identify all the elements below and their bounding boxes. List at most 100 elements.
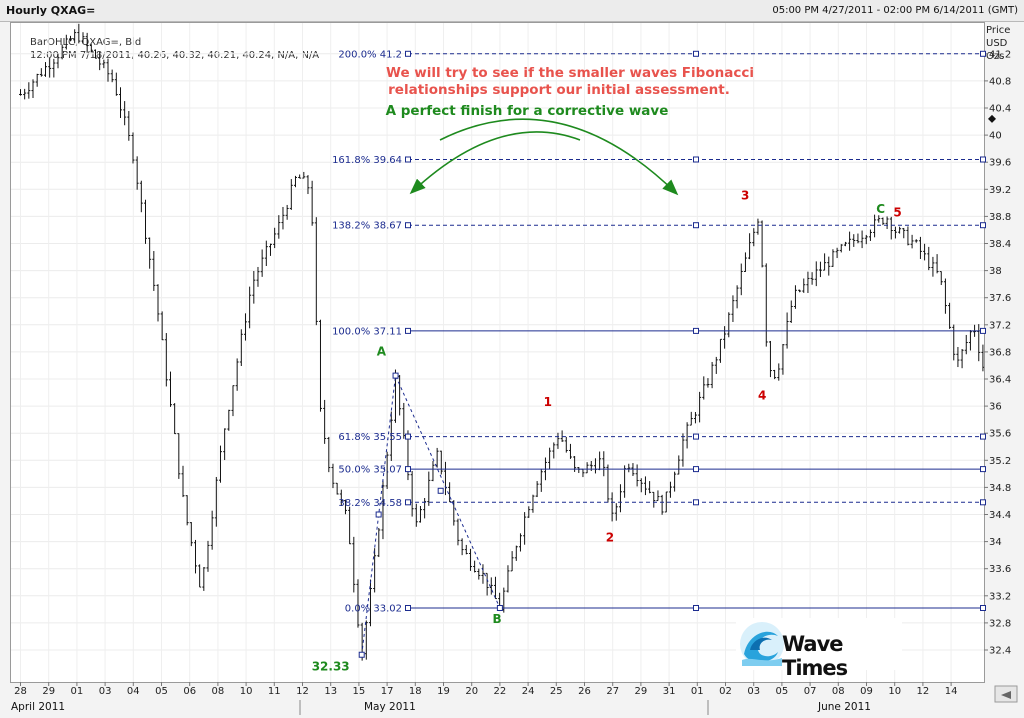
wave-label: 1	[544, 395, 552, 409]
x-axis-tick-label: 05	[155, 686, 168, 697]
x-axis-tick-label: 10	[888, 686, 901, 697]
fib-anchor-lines	[361, 373, 501, 655]
y-axis-tick-label: 38.4	[989, 239, 1011, 250]
x-axis-month-label: May 2011	[364, 701, 416, 713]
fibonacci-levels: 200.0% 41.2 161.8% 39.64 138.2% 38.67 100.0…	[332, 49, 986, 658]
bar-info-series: BarOHLC, QXAG=, Bid	[30, 37, 142, 48]
y-axis-tick-label: 34.4	[989, 510, 1011, 521]
x-axis-tick-label: 25	[550, 686, 563, 697]
wave-labels: A B 32.33 C 1 2 3 4 5	[312, 188, 902, 673]
chart-title-bar: Hourly QXAG= 05:00 PM 4/27/2011 - 02:00 …	[0, 0, 1024, 22]
fib-level-handle	[405, 156, 411, 163]
x-axis-tick-label: 28	[14, 686, 27, 697]
x-axis: 28 29 01 03 04 05 06 08 10 11 12 13 15 17 18 19 20 22 24 25…	[11, 682, 957, 715]
arrow-to-wave-3	[409, 131, 581, 195]
fib-level-handle	[980, 222, 986, 229]
wave-label: 3	[741, 188, 749, 202]
x-axis-tick-label: 11	[268, 686, 281, 697]
fib-anchor-handle	[437, 487, 444, 494]
x-axis-tick-label: 05	[776, 686, 789, 697]
fib-level-handle	[693, 50, 699, 57]
y-axis: 32.4 32.8 33.2 33.6 34 34.4 34.8 35.2 35.6 36 36.4…	[984, 49, 1011, 657]
annotation-text: A perfect finish for a corrective wave	[386, 103, 669, 119]
x-axis-tick-label: 22	[494, 686, 507, 697]
x-axis-tick-label: 29	[42, 686, 55, 697]
y-axis-tick-label: 35.2	[989, 456, 1011, 467]
fib-level-handle	[405, 466, 411, 473]
x-axis-month-label: June 2011	[817, 701, 871, 713]
wave-label: 4	[758, 388, 766, 402]
fib-level-handle	[693, 327, 699, 334]
wave-label: C	[876, 202, 885, 216]
y-axis-tick-label: 35.6	[989, 429, 1011, 440]
fib-level-label: 138.2% 38.67	[332, 221, 402, 232]
fib-level-label: 38.2% 34.58	[338, 498, 402, 509]
date-range-label: 05:00 PM 4/27/2011 - 02:00 PM 6/14/2011 …	[772, 5, 1018, 16]
annotation-text: relationships support our initial assess…	[388, 82, 730, 98]
x-axis-tick-label: 26	[578, 686, 591, 697]
fib-level-handle	[405, 499, 411, 506]
fib-level-label: 50.0% 35.07	[338, 465, 402, 476]
zoom-button-icon	[1001, 691, 1011, 699]
axis-header-price: Price	[986, 25, 1011, 36]
y-axis-tick-label: 40.4	[989, 104, 1011, 115]
wave-label: B	[493, 612, 502, 626]
x-axis-tick-label: 20	[465, 686, 478, 697]
fib-level-handle	[980, 327, 986, 334]
fib-level-handle	[693, 604, 699, 611]
fib-level-handle	[693, 156, 699, 163]
y-axis-tick-label: 40.8	[989, 76, 1011, 87]
x-axis-month-label: April 2011	[11, 701, 65, 713]
fib-level-handle	[405, 604, 411, 611]
y-axis-tick-label: 40	[989, 131, 1002, 142]
axis-header-ozs: Ozs	[986, 51, 1005, 62]
x-axis-tick-label: 03	[99, 686, 112, 697]
wave-label: A	[377, 344, 387, 358]
y-axis-tick-label: 32.8	[989, 618, 1011, 629]
fib-level-handle	[980, 466, 986, 473]
fib-level-handle	[980, 604, 986, 611]
y-axis-tick-label: 41.2	[989, 49, 1011, 60]
fib-level-handle	[405, 433, 411, 440]
y-axis-tick-label: 37.2	[989, 320, 1011, 331]
x-axis-tick-label: 12	[296, 686, 309, 697]
fib-level-handle	[980, 499, 986, 506]
fib-level-label: 100.0% 37.11	[332, 326, 402, 337]
fib-level-handle	[980, 50, 986, 57]
logo-text: Wave Times	[782, 632, 848, 680]
x-axis-tick-label: 18	[409, 686, 422, 697]
x-axis-tick-label: 02	[719, 686, 732, 697]
fib-level-label: 161.8% 39.64	[332, 155, 402, 166]
fib-level-label: 61.8% 35.55	[338, 432, 402, 443]
fib-level-handle	[693, 433, 699, 440]
wave-label: 2	[606, 531, 614, 545]
fib-level-handle	[980, 433, 986, 440]
fib-level-label: 0.0% 33.02	[345, 603, 402, 614]
fib-level-handle	[405, 50, 411, 57]
x-axis-tick-label: 31	[663, 686, 676, 697]
y-axis-tick-label: 36.8	[989, 347, 1011, 358]
arrow-to-wave-c	[439, 118, 679, 196]
fib-anchor-handle	[358, 651, 365, 658]
y-axis-tick-label: 39.2	[989, 185, 1011, 196]
x-axis-tick-label: 09	[860, 686, 873, 697]
y-axis-tick-label: 37.6	[989, 293, 1011, 304]
x-axis-tick-label: 07	[804, 686, 817, 697]
annotations: We will try to see if the smaller waves …	[386, 65, 754, 196]
x-axis-tick-label: 27	[606, 686, 619, 697]
bar-info-panel: BarOHLC, QXAG=, Bid 12:00 PM 7/18/2011, …	[30, 36, 319, 62]
x-axis-tick-label: 17	[381, 686, 394, 697]
annotation-text: We will try to see if the smaller waves …	[386, 65, 754, 81]
plot-area[interactable]	[10, 22, 985, 683]
grid-lines	[11, 23, 984, 682]
x-axis-tick-label: 10	[240, 686, 253, 697]
x-axis-tick-label: 29	[635, 686, 648, 697]
x-axis-tick-label: 08	[832, 686, 845, 697]
x-axis-tick-label: 08	[212, 686, 225, 697]
chart-window-title: Hourly QXAG=	[6, 4, 96, 17]
y-axis-tick-label: 32.4	[989, 646, 1011, 657]
x-axis-tick-label: 14	[945, 686, 958, 697]
y-axis-tick-label: 39.6	[989, 158, 1011, 169]
y-axis-tick-label: 34	[989, 537, 1002, 548]
